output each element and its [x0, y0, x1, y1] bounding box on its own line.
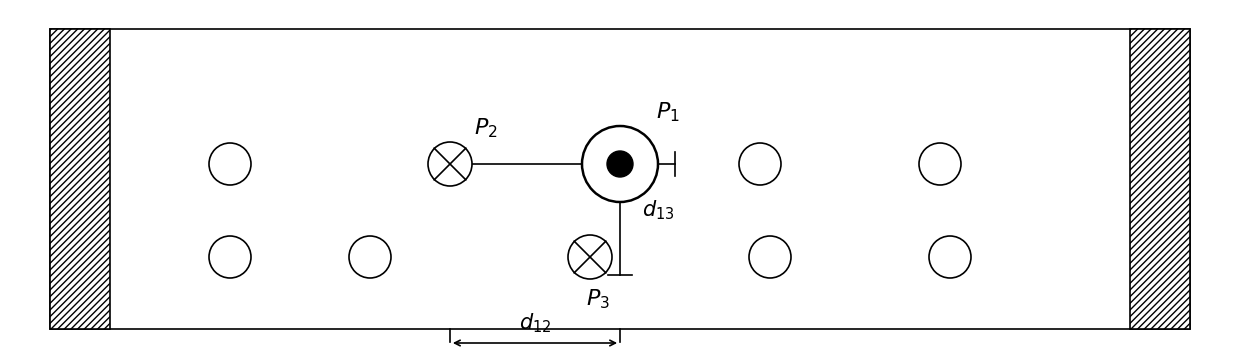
Circle shape	[568, 235, 613, 279]
Circle shape	[348, 236, 391, 278]
Text: $P_2$: $P_2$	[474, 116, 497, 140]
Circle shape	[739, 143, 781, 185]
Bar	[50, 29, 1190, 329]
Text: $P_3$: $P_3$	[587, 287, 610, 311]
Circle shape	[929, 236, 971, 278]
Circle shape	[608, 151, 632, 177]
Circle shape	[210, 236, 250, 278]
Circle shape	[919, 143, 961, 185]
Circle shape	[428, 142, 472, 186]
Text: $d_{13}$: $d_{13}$	[642, 199, 675, 222]
Circle shape	[582, 126, 658, 202]
Circle shape	[210, 143, 250, 185]
Circle shape	[749, 236, 791, 278]
Text: $d_{12}$: $d_{12}$	[518, 311, 552, 335]
Text: $P_1$: $P_1$	[656, 100, 680, 124]
Bar	[50, 29, 110, 329]
Bar	[1130, 29, 1190, 329]
